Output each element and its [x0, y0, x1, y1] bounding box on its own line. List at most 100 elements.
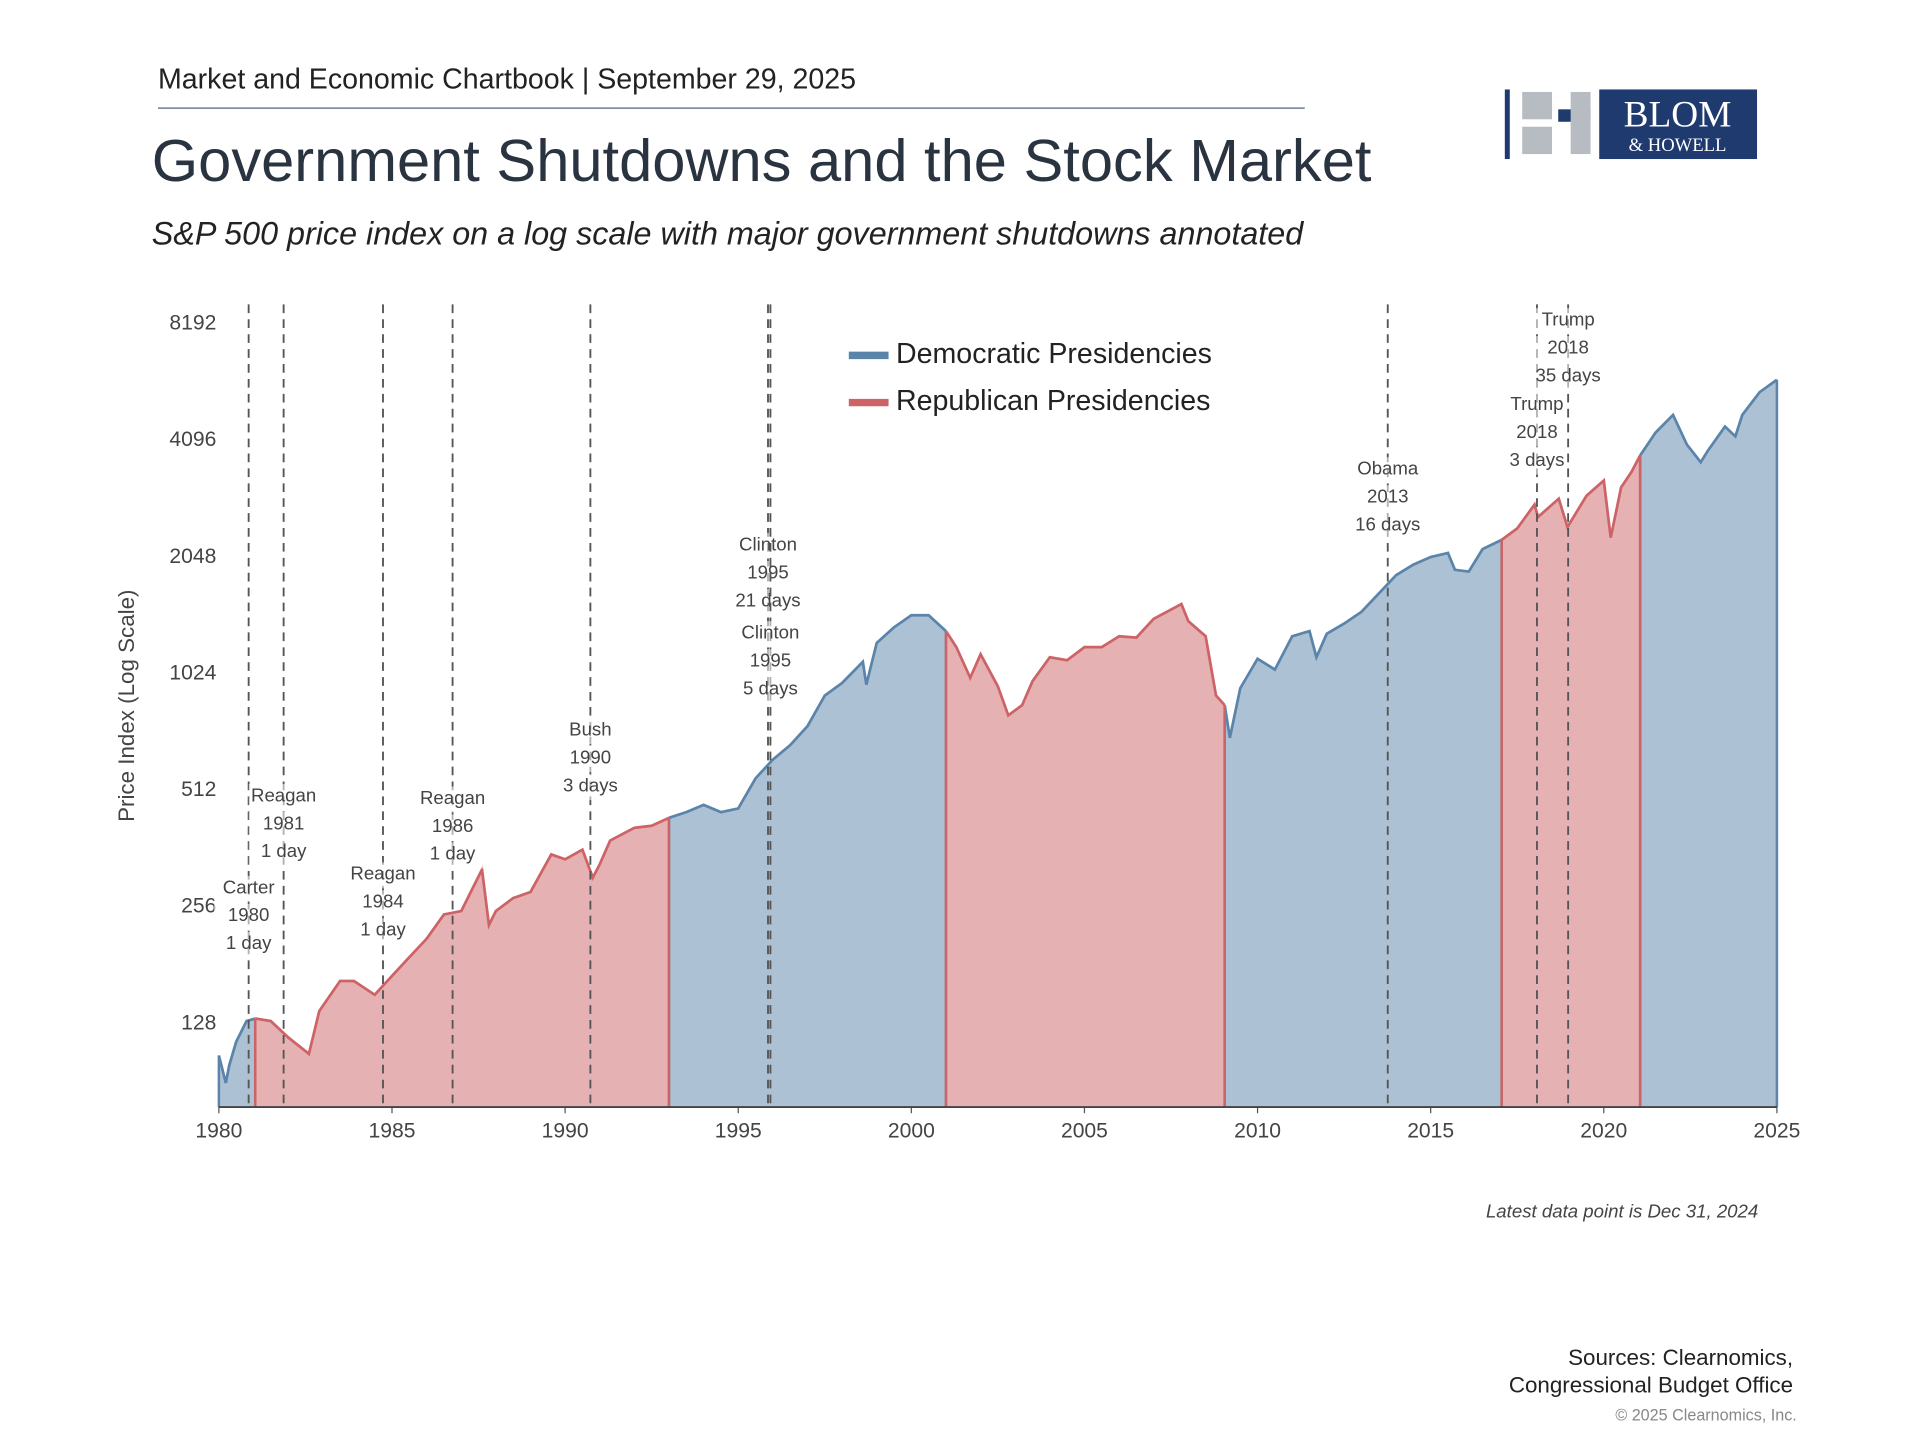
area — [668, 615, 946, 1108]
annotation-label: 3 days — [563, 774, 618, 795]
logo-bar — [1504, 89, 1510, 160]
logo: BLOM & HOWELL — [1504, 89, 1758, 160]
line — [1223, 538, 1503, 739]
annotation-label: 1980 — [228, 904, 269, 925]
copyright: © 2025 Clearnomics, Inc. — [1615, 1407, 1796, 1425]
area — [218, 1018, 256, 1108]
line — [255, 816, 670, 1057]
y-tick-label: 512 — [181, 778, 216, 801]
annotation-bg — [555, 774, 626, 801]
legend-label: Republican Presidencies — [896, 385, 1210, 417]
annotation-label: 2018 — [1516, 421, 1557, 442]
x-tick-label: 2015 — [1407, 1119, 1454, 1142]
annotation-bg — [248, 839, 319, 866]
annotation-label: 21 days — [735, 589, 800, 610]
annotation-label: 1 day — [430, 843, 476, 864]
annotation-label: Clinton — [739, 533, 797, 554]
annotation-bg — [555, 718, 626, 745]
logo-block — [1522, 91, 1553, 120]
annotation-label: Reagan — [251, 784, 316, 805]
annotation-bg — [213, 875, 284, 903]
area — [1501, 455, 1641, 1108]
annotation-bg — [735, 649, 806, 676]
annotation-label: Trump — [1542, 308, 1595, 329]
annotation-label: Trump — [1510, 393, 1563, 414]
x-tick-label: 1995 — [715, 1119, 762, 1142]
annotation-bg — [248, 811, 319, 839]
x-tick-label: 2010 — [1234, 1119, 1281, 1142]
annotation-bg — [1502, 448, 1572, 475]
annotation-bg — [735, 621, 806, 648]
x-tick-label: 2000 — [888, 1119, 935, 1142]
area — [255, 817, 669, 1108]
annotation-bg — [213, 931, 284, 958]
logo-sub: & HOWELL — [1629, 135, 1727, 156]
annotation-label: 1 day — [226, 932, 272, 953]
line — [944, 602, 1226, 718]
annotation-label: 35 days — [1536, 364, 1601, 385]
area — [945, 604, 1225, 1108]
x-tick-label: 1990 — [542, 1119, 589, 1142]
annotation-label: 16 days — [1355, 513, 1420, 534]
line — [1639, 378, 1778, 465]
annotation-bg — [1533, 308, 1603, 335]
annotation-label: 2018 — [1547, 336, 1588, 357]
annotation-bg — [555, 746, 626, 773]
chart-title: Government Shutdowns and the Stock Marke… — [152, 127, 1372, 194]
legend-label: Democratic Presidencies — [896, 338, 1212, 370]
note: Latest data point is Dec 31, 2024 — [1486, 1201, 1758, 1222]
line — [1500, 454, 1642, 541]
chart-subtitle: S&P 500 price index on a log scale with … — [152, 216, 1304, 252]
annotation-bg — [1502, 420, 1572, 447]
annotation-bg — [417, 814, 488, 841]
annotation-bg — [733, 533, 803, 560]
annotation-bg — [733, 560, 803, 588]
annotation-label: 1986 — [432, 815, 473, 836]
plot: 128 256 512 1024 2048 4096 8192 1980 1985 1990 199… — [169, 304, 1800, 1142]
y-tick-label: 2048 — [169, 545, 216, 568]
y-tick-label: 1024 — [169, 661, 216, 684]
annotation-bg — [248, 783, 319, 811]
annotation-label: 1 day — [360, 919, 406, 940]
annotation-label: Obama — [1357, 458, 1419, 479]
annotation-label: Reagan — [350, 863, 415, 884]
annotation-bg — [733, 588, 803, 616]
logo-box — [1599, 89, 1758, 160]
annotation-bg — [1502, 392, 1572, 419]
x-tick-label: 2025 — [1753, 1119, 1800, 1142]
logo-name: BLOM — [1624, 95, 1732, 136]
header: Market and Economic Chartbook | Septembe… — [158, 63, 856, 95]
y-tick-label: 128 — [181, 1011, 216, 1034]
annotation-label: Bush — [569, 718, 611, 739]
x-tick-label: 1985 — [369, 1119, 416, 1142]
annotation-bg — [417, 842, 488, 869]
annotation-label: 1981 — [263, 812, 304, 833]
line — [668, 613, 947, 820]
x-tick-label: 1980 — [195, 1119, 242, 1142]
y-axis-label: Price Index (Log Scale) — [114, 590, 139, 822]
annotation-label: 1984 — [362, 891, 403, 912]
y-tick-label: 8192 — [169, 312, 216, 335]
annotation-bg — [1533, 336, 1603, 363]
y-tick-label: 4096 — [169, 428, 216, 451]
annotation-label: 5 days — [743, 677, 798, 698]
annotation-bg — [1352, 513, 1423, 540]
annotation-bg — [213, 903, 284, 930]
annotation-label: Carter — [223, 876, 275, 897]
area — [1640, 379, 1777, 1108]
annotation-bg — [348, 862, 418, 889]
area — [1224, 539, 1502, 1108]
annotation-bg — [735, 677, 806, 704]
source: Sources: Clearnomics, — [1568, 1345, 1793, 1370]
logo-block — [1570, 91, 1591, 155]
annotation-bg — [417, 786, 488, 813]
logo-block — [1522, 126, 1553, 155]
annotation-label: 1 day — [261, 840, 307, 861]
annotation-label: Reagan — [420, 787, 485, 808]
annotation-label: Clinton — [741, 622, 799, 643]
annotation-bg — [1352, 457, 1423, 484]
annotation-label: 1995 — [747, 561, 788, 582]
x-tick-label: 2020 — [1580, 1119, 1627, 1142]
annotation-bg — [1533, 364, 1603, 391]
